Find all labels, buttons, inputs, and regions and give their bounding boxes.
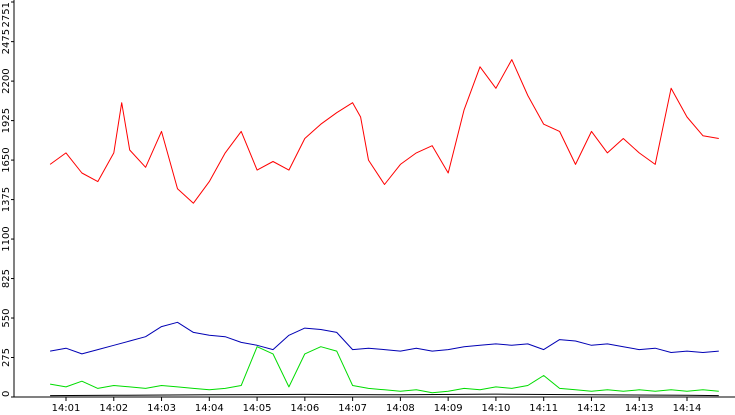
x-tick-label: 14:03	[147, 403, 176, 414]
series-layer	[49, 59, 719, 397]
red-series-line	[49, 59, 719, 204]
x-tick-label: 14:07	[338, 403, 367, 414]
x-tick-label: 14:02	[99, 403, 128, 414]
blue-series-line	[50, 321, 719, 355]
green-series-line	[50, 346, 719, 394]
x-tick-label: 14:13	[625, 403, 654, 414]
y-tick-label: 2200	[1, 68, 12, 93]
y-tick-label: 1925	[1, 108, 12, 133]
y-tick-label: 2475	[1, 29, 12, 54]
x-tick-label: 14:08	[386, 403, 415, 414]
x-tick-labels: 14:01 14:02 14:03 14:04 14:05 14:06 14:07 14:08…	[52, 397, 702, 414]
x-tick-label: 14:14	[673, 403, 702, 414]
y-tick-label: 550	[1, 308, 12, 327]
axes-layer	[13, 0, 735, 398]
x-tick-label: 14:06	[290, 403, 319, 414]
y-tick-label: 2751	[1, 2, 12, 27]
y-tick-label: 1100	[1, 226, 12, 251]
x-tick-label: 14:04	[195, 403, 224, 414]
x-tick-label: 14:01	[52, 403, 81, 414]
y-tick-label: 825	[1, 269, 12, 288]
y-tick-labels: 0 275 550 825 1100 1375 1650 1925 2200 2475 2751	[1, 1, 14, 398]
x-tick-label: 14:12	[577, 403, 606, 414]
x-tick-label: 14:05	[243, 403, 272, 414]
x-tick-label: 14:10	[482, 403, 511, 414]
y-tick-label: 1650	[1, 147, 12, 172]
x-tick-label: 14:09	[434, 403, 463, 414]
black-series-line	[50, 393, 719, 397]
y-tick-label: 0	[1, 391, 12, 397]
y-tick-label: 275	[1, 348, 12, 367]
x-tick-label: 14:11	[529, 403, 558, 414]
y-tick-label: 1375	[1, 187, 12, 212]
